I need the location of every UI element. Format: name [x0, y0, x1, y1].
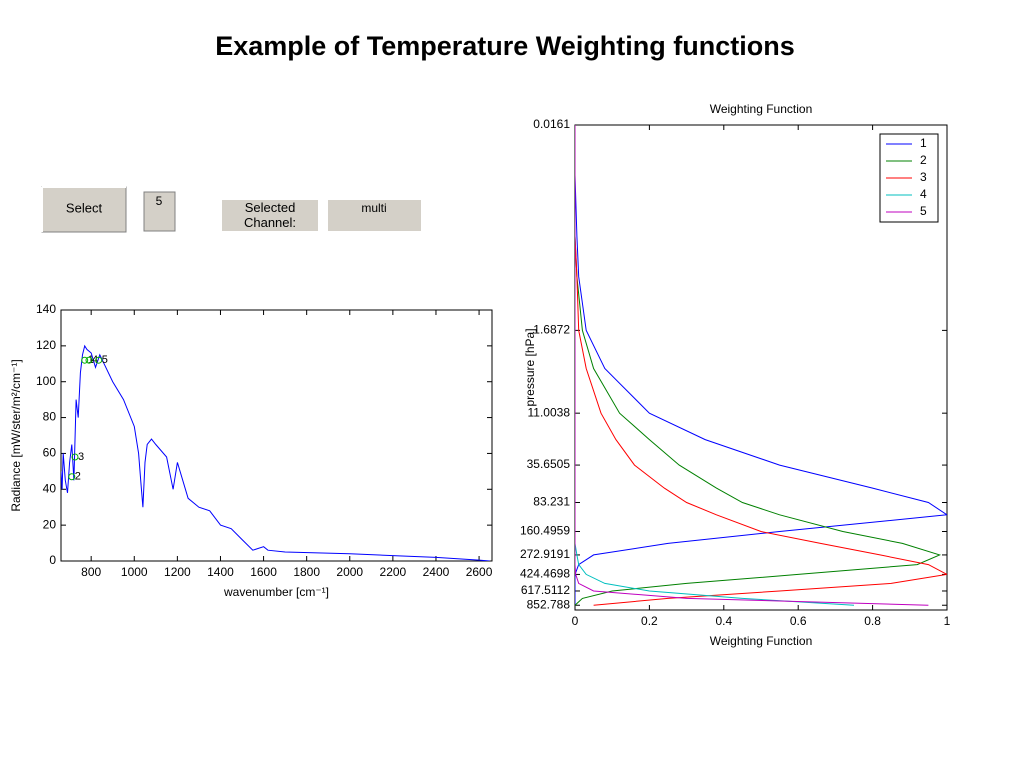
channel-label: 1 [88, 354, 94, 366]
x-tick-label: 0 [572, 614, 579, 628]
channel-input[interactable] [143, 191, 176, 232]
legend-label: 3 [920, 170, 927, 184]
spectrum-line [61, 344, 490, 561]
legend-label: 4 [920, 187, 927, 201]
y-tick-label: 80 [43, 410, 57, 424]
selected-label: Selected Channel: [244, 200, 296, 230]
series-line [575, 125, 942, 606]
slide-title: Example of Temperature Weighting functio… [215, 31, 795, 61]
x-tick-label: 0.4 [715, 614, 732, 628]
channel-marker [68, 473, 76, 481]
selected-value: multi [361, 201, 386, 215]
legend-label: 5 [920, 204, 927, 218]
x-tick-label: 1200 [164, 565, 191, 579]
y-tick-label: 40 [43, 481, 57, 495]
x-tick-label: 2400 [423, 565, 450, 579]
y-tick-label: 35.6505 [527, 457, 571, 471]
x-tick-label: 2200 [380, 565, 407, 579]
y-tick-label: 60 [43, 446, 57, 460]
x-tick-label: 1600 [250, 565, 277, 579]
x-tick-label: 1000 [121, 565, 148, 579]
y-tick-label: 1.6872 [533, 323, 570, 337]
selected-label-box [222, 200, 318, 231]
channel-input-value[interactable]: 5 [156, 194, 163, 208]
x-tick-label: 0.8 [864, 614, 881, 628]
x-tick-label: 800 [81, 565, 101, 579]
channel-marker [71, 453, 79, 461]
button-label[interactable]: Select [66, 200, 103, 215]
x-tick-label: 2600 [466, 565, 493, 579]
legend-label: 2 [920, 153, 927, 167]
y-tick-label: 140 [36, 302, 56, 316]
y-tick-label: 617.5112 [521, 583, 570, 597]
x-axis-label: Weighting Function [710, 634, 813, 648]
button-face[interactable] [41, 186, 127, 233]
y-tick-label: 0.0161 [533, 117, 570, 131]
y-tick-label: 0 [49, 553, 56, 567]
series-line [575, 125, 947, 606]
y-axis-label: Radiance [mW/ster/m²/cm⁻¹] [9, 359, 23, 511]
channel-label: 3 [78, 451, 84, 463]
series-line [575, 125, 929, 606]
legend-label: 1 [920, 136, 927, 150]
y-tick-label: 100 [36, 374, 56, 388]
chart-title: Weighting Function [710, 102, 813, 116]
selected-value-box [328, 200, 421, 231]
y-tick-label: 424.4698 [520, 567, 570, 581]
x-tick-label: 2000 [336, 565, 363, 579]
channel-marker [81, 356, 89, 364]
select-button[interactable]: Select [41, 186, 127, 233]
y-tick-label: 11.0038 [528, 405, 571, 419]
channel-label: 4 [92, 354, 98, 366]
x-tick-label: 0.2 [641, 614, 658, 628]
x-tick-label: 1 [944, 614, 951, 628]
series-line [575, 125, 947, 606]
channel-label: 5 [102, 354, 108, 366]
channel-label: 2 [75, 471, 81, 483]
y-tick-label: 272.9191 [520, 547, 570, 561]
y-tick-label: 160.4959 [520, 524, 570, 538]
y-tick-label: 83.231 [533, 495, 570, 509]
plot-area [60, 309, 493, 562]
channel-marker [95, 356, 103, 364]
x-tick-label: 0.6 [790, 614, 807, 628]
x-tick-label: 1400 [207, 565, 234, 579]
y-tick-label: 120 [36, 338, 56, 352]
series-line [575, 125, 855, 606]
x-tick-label: 1800 [293, 565, 320, 579]
channel-marker [85, 356, 93, 364]
y-axis-label: pressure [hPa] [523, 328, 537, 406]
y-tick-label: 20 [43, 517, 57, 531]
y-tick-label: 852.788 [527, 597, 571, 611]
x-axis-label: wavenumber [cm⁻¹] [223, 585, 329, 599]
